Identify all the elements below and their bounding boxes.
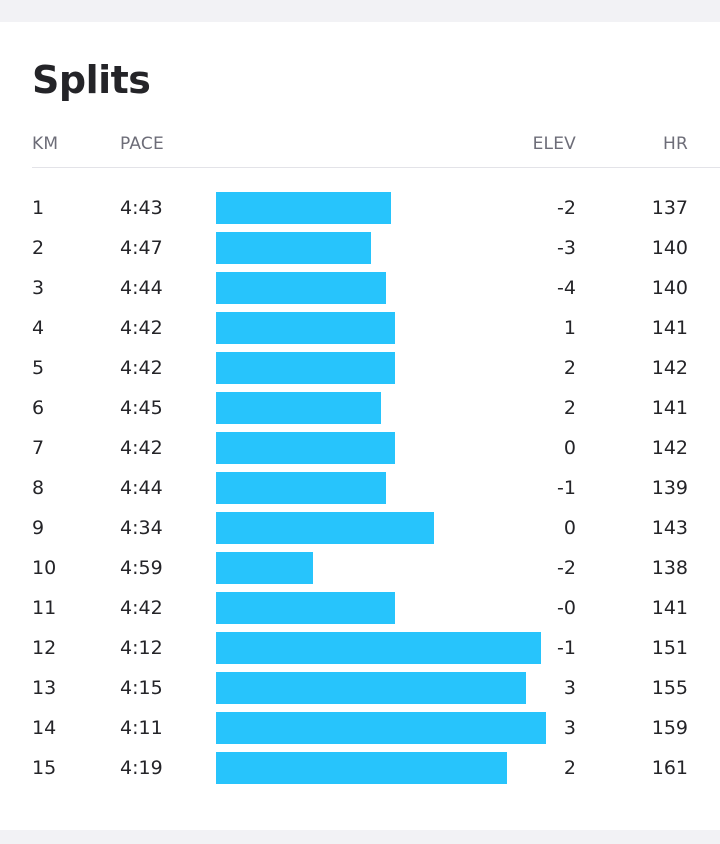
splits-card: Splits KM PACE ELEV HR 1 4:43 -2 137 2 4:47 -3…	[0, 22, 720, 830]
split-row: 9 4:34 0 143	[0, 508, 720, 548]
split-row: 2 4:47 -3 140	[0, 228, 720, 268]
split-pace: 4:44	[120, 277, 163, 299]
split-km: 3	[32, 277, 45, 299]
split-km: 6	[32, 397, 45, 419]
pace-bar	[216, 512, 434, 544]
split-hr: 141	[651, 317, 688, 339]
split-pace: 4:42	[120, 357, 163, 379]
split-elev: -1	[557, 637, 576, 659]
split-hr: 140	[651, 277, 688, 299]
pace-bar	[216, 392, 381, 424]
split-elev: 2	[563, 397, 576, 419]
split-km: 4	[32, 317, 45, 339]
split-row: 8 4:44 -1 139	[0, 468, 720, 508]
split-km: 2	[32, 237, 45, 259]
split-hr: 159	[651, 717, 688, 739]
column-header-elev: ELEV	[532, 134, 576, 154]
split-hr: 140	[651, 237, 688, 259]
splits-list: 1 4:43 -2 137 2 4:47 -3 140 3 4:44 -4 140 4 4:42 1 141 5…	[0, 188, 720, 788]
split-elev: 1	[563, 317, 576, 339]
split-hr: 142	[651, 357, 688, 379]
split-elev: -4	[557, 277, 576, 299]
split-hr: 141	[651, 397, 688, 419]
split-km: 1	[32, 197, 45, 219]
split-elev: -2	[557, 557, 576, 579]
split-elev: 3	[563, 677, 576, 699]
pace-bar	[216, 752, 507, 784]
split-pace: 4:43	[120, 197, 163, 219]
split-row: 1 4:43 -2 137	[0, 188, 720, 228]
split-hr: 151	[651, 637, 688, 659]
split-row: 4 4:42 1 141	[0, 308, 720, 348]
split-elev: -0	[557, 597, 576, 619]
split-pace: 4:42	[120, 597, 163, 619]
split-hr: 141	[651, 597, 688, 619]
split-km: 13	[32, 677, 57, 699]
split-pace: 4:34	[120, 517, 163, 539]
split-elev: 0	[563, 437, 576, 459]
split-elev: 2	[563, 357, 576, 379]
pace-bar	[216, 432, 395, 464]
split-elev: -1	[557, 477, 576, 499]
split-pace: 4:44	[120, 477, 163, 499]
split-km: 14	[32, 717, 57, 739]
split-elev: -3	[557, 237, 576, 259]
splits-title: Splits	[32, 58, 151, 102]
split-row: 13 4:15 3 155	[0, 668, 720, 708]
split-row: 6 4:45 2 141	[0, 388, 720, 428]
split-pace: 4:11	[120, 717, 163, 739]
split-km: 11	[32, 597, 57, 619]
split-hr: 142	[651, 437, 688, 459]
split-km: 12	[32, 637, 57, 659]
pace-bar	[216, 192, 391, 224]
split-row: 3 4:44 -4 140	[0, 268, 720, 308]
pace-bar	[216, 712, 546, 744]
column-header-pace: PACE	[120, 134, 164, 154]
pace-bar	[216, 352, 395, 384]
split-row: 15 4:19 2 161	[0, 748, 720, 788]
split-elev: -2	[557, 197, 576, 219]
pace-bar	[216, 632, 541, 664]
split-elev: 3	[563, 717, 576, 739]
split-km: 5	[32, 357, 45, 379]
split-pace: 4:47	[120, 237, 163, 259]
split-km: 7	[32, 437, 45, 459]
pace-bar	[216, 272, 386, 304]
split-hr: 138	[651, 557, 688, 579]
split-pace: 4:45	[120, 397, 163, 419]
column-header-km: KM	[32, 134, 59, 154]
pace-bar	[216, 672, 526, 704]
split-elev: 2	[563, 757, 576, 779]
pace-bar	[216, 472, 386, 504]
split-hr: 161	[651, 757, 688, 779]
split-hr: 137	[651, 197, 688, 219]
split-hr: 155	[651, 677, 688, 699]
split-elev: 0	[563, 517, 576, 539]
column-header-hr: HR	[663, 134, 688, 154]
split-row: 5 4:42 2 142	[0, 348, 720, 388]
split-row: 10 4:59 -2 138	[0, 548, 720, 588]
splits-header: KM PACE ELEV HR	[0, 130, 720, 158]
pace-bar	[216, 312, 395, 344]
split-km: 9	[32, 517, 45, 539]
split-row: 14 4:11 3 159	[0, 708, 720, 748]
split-km: 10	[32, 557, 57, 579]
split-hr: 139	[651, 477, 688, 499]
split-pace: 4:12	[120, 637, 163, 659]
split-pace: 4:15	[120, 677, 163, 699]
split-row: 11 4:42 -0 141	[0, 588, 720, 628]
split-pace: 4:42	[120, 437, 163, 459]
pace-bar	[216, 552, 313, 584]
split-pace: 4:42	[120, 317, 163, 339]
pace-bar	[216, 592, 395, 624]
split-pace: 4:19	[120, 757, 163, 779]
split-km: 8	[32, 477, 45, 499]
split-row: 7 4:42 0 142	[0, 428, 720, 468]
pace-bar	[216, 232, 371, 264]
split-km: 15	[32, 757, 57, 779]
split-pace: 4:59	[120, 557, 163, 579]
split-row: 12 4:12 -1 151	[0, 628, 720, 668]
header-divider	[32, 167, 720, 168]
split-hr: 143	[651, 517, 688, 539]
